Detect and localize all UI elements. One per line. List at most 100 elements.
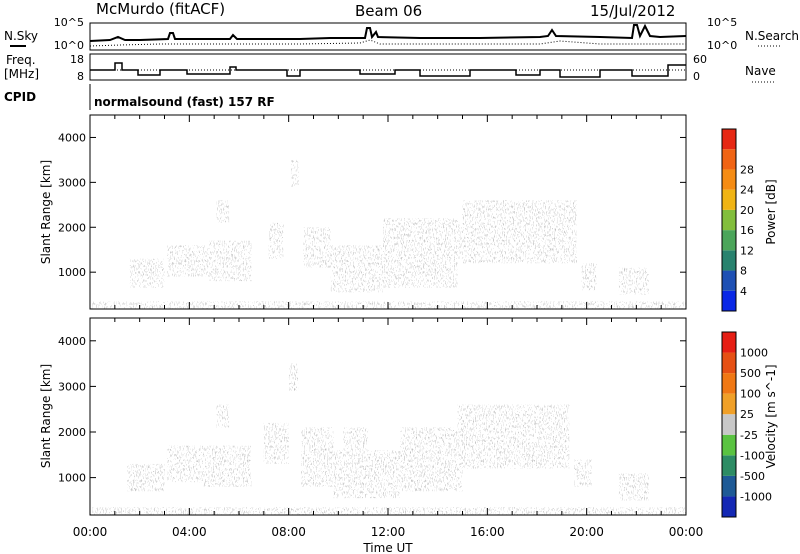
power-colorbar-swatch-0 [722,290,736,311]
power-echo-region-13 [618,267,649,295]
velocity-echo-region-9 [343,427,369,455]
power-ytick-label-1: 2000 [58,221,86,234]
velocity-echo-region-2 [166,445,202,483]
velocity-colorbar-label-7: -1000 [740,490,772,503]
power-echo-region-2 [166,245,212,277]
velocity-ytick-label-2: 3000 [58,380,86,393]
freq-trace [90,62,686,78]
velocity-axis-ticks: 1000 2000 3000 4000 [58,318,687,515]
power-ytick-label-3: 4000 [58,131,86,144]
power-echo-region-4 [216,200,230,223]
power-colorbar-swatch-2 [722,250,736,271]
power-colorbar-label-1: 8 [740,265,747,278]
velocity-panel: 1000 2000 3000 4000 Slant Range [km] 1000 50… [39,317,778,518]
velocity-echo-region-10 [400,427,463,492]
velocity-echo-region-6 [288,363,299,391]
time-tick-label-5: 20:00 [569,525,604,539]
velocity-echo-region-8 [333,450,401,499]
date-title: 15/Jul/2012 [590,2,675,20]
time-tick-label-6: 00:00 [669,525,704,539]
power-colorbar-label-6: 28 [740,163,754,176]
freq-label: Freq. [6,53,36,67]
time-tick-label-4: 16:00 [470,525,505,539]
cpid-label: CPID [4,90,36,104]
velocity-ytick-label-0: 1000 [58,472,86,485]
time-axis-title: Time UT [362,541,413,554]
power-echo-region-10 [412,222,463,259]
nave-tick-low: 0 [693,70,700,83]
velocity-ytick-label-3: 4000 [58,335,86,348]
nave-label: Nave [745,64,776,78]
velocity-colorbar-label-3: 25 [740,408,754,421]
power-echo-cells [90,159,686,309]
power-panel: 1000 2000 3000 4000 Slant Range [km] 4 8 12 16… [39,114,778,312]
velocity-colorbar-swatch-6 [722,373,736,394]
velocity-colorbar-swatch-2 [722,455,736,476]
power-colorbar-swatch-5 [722,189,736,210]
velocity-echo-cells [90,363,686,515]
power-colorbar-label-2: 12 [740,244,754,257]
noise-tick-low-right: 10^0 [707,39,737,52]
freq-tick-high: 18 [70,53,84,66]
time-axis-labels: 00:00 04:00 08:00 12:00 16:00 20:00 00:00 [73,525,704,539]
freq-tick-low: 8 [77,70,84,83]
velocity-colorbar-swatch-3 [722,434,736,456]
power-colorbar-swatch-4 [722,209,736,231]
velocity-echo-region-1 [127,463,165,492]
cpid-text: normalsound (fast) 157 RF [94,95,275,109]
velocity-colorbar-label-6: -500 [740,470,765,483]
velocity-colorbar-label-5: -100 [740,449,765,462]
power-echo-region-6 [291,159,299,187]
freq-panel: 18 8 60 0 Freq. [MHz] Nave [4,53,776,83]
power-colorbar-swatch-7 [722,149,736,170]
time-tick-label-2: 08:00 [271,525,306,539]
power-echo-region-8 [330,245,384,293]
velocity-ytick-label-1: 2000 [58,426,86,439]
velocity-colorbar-label-0: 1000 [740,347,768,360]
velocity-colorbar-swatch-4 [722,414,736,435]
noise-search-trace [89,39,686,47]
velocity-echo-region-11 [457,404,570,469]
velocity-colorbar-swatch-8 [722,332,736,353]
velocity-ylabel: Slant Range [km] [39,364,53,468]
power-ytick-label-2: 3000 [58,176,86,189]
velocity-colorbar-swatch-5 [722,393,736,415]
power-colorbar: 4 8 12 16 20 24 28 Power [dB] [721,128,778,312]
power-echo-region-12 [581,263,597,291]
power-colorbar-label-3: 16 [740,224,754,237]
velocity-colorbar-swatch-7 [722,352,736,374]
power-colorbar-swatch-8 [722,129,736,150]
noise-panel: 10^5 10^0 10^5 10^0 N.Sky N.Search [4,16,799,52]
time-tick-label-0: 00:00 [73,525,108,539]
noise-tick-high: 10^5 [54,16,84,29]
velocity-colorbar: 1000 500 100 25 -25 -100 -500 -1000 Velocity [m … [721,331,778,518]
time-tick-label-3: 12:00 [371,525,406,539]
power-colorbar-frame [721,128,737,312]
velocity-colorbar-swatch-1 [722,475,736,497]
beam-title: Beam 06 [355,2,422,20]
power-ytick-label-0: 1000 [58,266,86,279]
velocity-echo-region-5 [263,422,289,464]
nave-tick-high: 60 [693,53,707,66]
velocity-echo-region-3 [201,445,252,487]
noise-sky-trace [89,23,687,42]
power-colorbar-swatch-3 [722,230,736,251]
power-colorbar-title: Power [dB] [764,179,778,244]
velocity-echo-region-7 [301,427,334,487]
power-axis-ticks: 1000 2000 3000 4000 [58,115,687,309]
velocity-colorbar-frame [721,331,737,518]
nsky-label: N.Sky [4,29,38,43]
power-colorbar-label-0: 4 [740,285,747,298]
velocity-echo-region-4 [216,404,230,428]
velocity-colorbar-label-4: -25 [740,429,758,442]
power-echo-region-11 [462,200,577,264]
time-tick-label-1: 04:00 [172,525,207,539]
power-echo-region-3 [209,240,252,282]
power-echo-region-1 [129,258,165,288]
power-colorbar-label-5: 24 [740,184,754,197]
power-colorbar-swatch-6 [722,169,736,190]
noise-tick-low: 10^0 [54,39,84,52]
velocity-echo-region-12 [574,459,592,487]
velocity-colorbar-title: Velocity [m s^-1] [764,364,778,468]
